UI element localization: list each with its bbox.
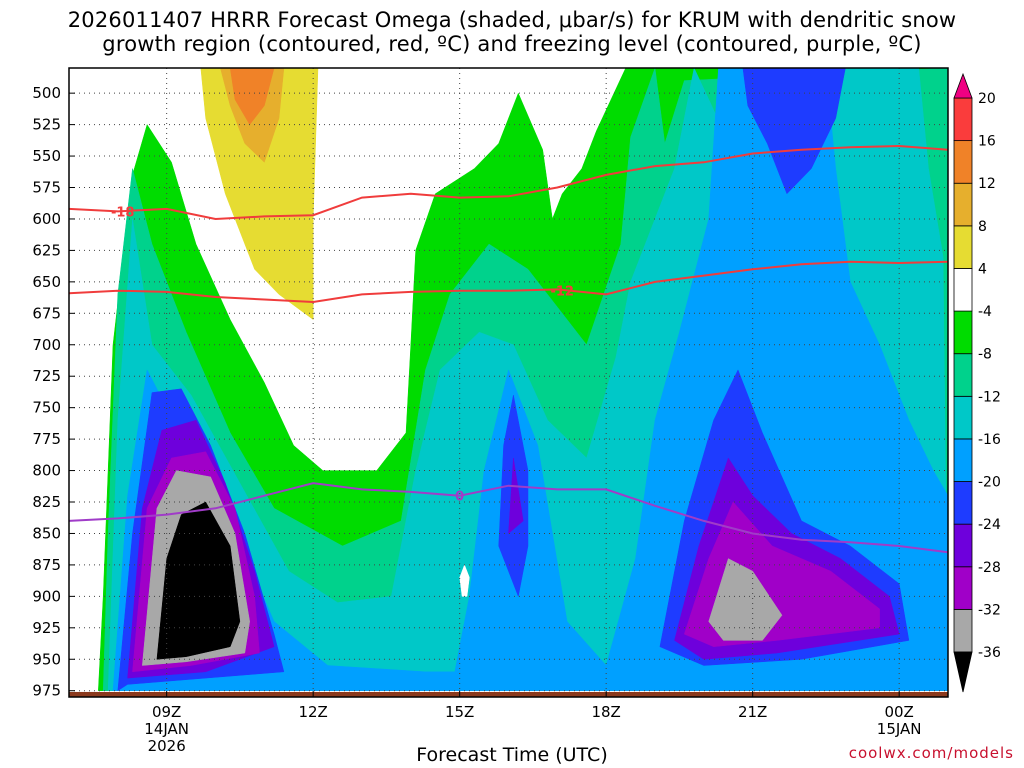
y-tick-label: 625 — [32, 241, 61, 259]
colorbar-label: 16 — [978, 134, 996, 150]
contour-label-0: -18 — [111, 205, 135, 220]
y-tick-label: 525 — [32, 116, 61, 134]
y-tick-label: 725 — [32, 367, 61, 385]
colorbar-label: -32 — [978, 602, 1001, 618]
colorbar-label: -16 — [978, 432, 1001, 448]
x-tick-label: 12Z — [298, 703, 327, 721]
colorbar-bin — [953, 268, 973, 312]
contour-line-0 — [69, 144, 948, 221]
colorbar-label: -28 — [978, 560, 1001, 576]
contour-line-2 — [69, 482, 948, 554]
y-tick-label: 550 — [32, 147, 61, 165]
colorbar-bin — [953, 395, 973, 440]
y-tick-label: 600 — [32, 210, 61, 228]
colorbar-bin — [953, 225, 973, 269]
y-tick-label: 775 — [32, 430, 61, 448]
colorbar-bin — [953, 566, 973, 610]
colorbar-bin — [953, 481, 973, 525]
colorbar-bin — [953, 608, 973, 653]
colorbar-bin — [953, 140, 973, 184]
contour-line-1 — [69, 260, 948, 304]
colorbar-bin — [953, 97, 973, 142]
colorbar-bin — [953, 310, 973, 355]
credit-link[interactable]: coolwx.com/models — [848, 744, 1014, 762]
y-tick-label: 975 — [32, 682, 61, 700]
colorbar-label: -36 — [978, 645, 1001, 661]
omega-region-16 — [200, 68, 319, 321]
omega-region-14 — [708, 558, 783, 641]
y-tick-label: 650 — [32, 273, 61, 291]
omega-region-19 — [459, 564, 470, 597]
colorbar-bin — [953, 182, 973, 227]
y-tick-label: 750 — [32, 399, 61, 417]
ground-band — [69, 691, 948, 697]
omega-region-9 — [508, 457, 524, 535]
colorbar-label: -8 — [978, 347, 992, 363]
colorbar-bin — [953, 523, 973, 568]
colorbar-label: -4 — [978, 304, 992, 320]
y-tick-label: 925 — [32, 619, 61, 637]
colorbar-label: -24 — [978, 517, 1001, 533]
x-tick-label: 18Z — [591, 703, 620, 721]
y-tick-label: 875 — [32, 556, 61, 574]
x-tick-label: 2026 — [148, 737, 186, 755]
y-tick-label: 500 — [32, 84, 61, 102]
plot-area: -18 -12 0 — [69, 68, 948, 697]
x-axis-label: Forecast Time (UTC) — [416, 744, 608, 766]
omega-region-18 — [229, 68, 275, 126]
x-tick-label: 15JAN — [877, 720, 922, 738]
chart-title-line1: 2026011407 HRRR Forecast Omega (shaded, … — [67, 8, 957, 32]
plot-frame — [68, 67, 949, 698]
colorbar: -36 -32 -28 -24 -20 -16 -12 -8 -4 4 8 12 16 20 — [953, 72, 1001, 693]
y-tick-label: 800 — [32, 462, 61, 480]
axes: 500 525 550 575 600 625 650 675 700 725 750 775 800 8… — [32, 67, 949, 755]
contour-label-1: -12 — [550, 285, 574, 300]
x-tick-label: 09Z — [152, 703, 181, 721]
colorbar-high-arrow — [953, 72, 973, 99]
x-tick-label: 00Z — [884, 703, 913, 721]
x-tick-label: 14JAN — [144, 720, 189, 738]
y-tick-label: 900 — [32, 587, 61, 605]
colorbar-bin — [953, 353, 973, 397]
y-tick-label: 825 — [32, 493, 61, 511]
colorbar-bin — [953, 438, 973, 482]
y-tick-label: 950 — [32, 650, 61, 668]
colorbar-label: -20 — [978, 475, 1001, 491]
y-tick-label: 850 — [32, 524, 61, 542]
x-tick-label: 15Z — [445, 703, 474, 721]
colorbar-label: 8 — [978, 219, 987, 235]
colorbar-low-arrow — [953, 651, 973, 693]
colorbar-label: 20 — [978, 91, 996, 107]
y-tick-label: 700 — [32, 336, 61, 354]
y-tick-label: 575 — [32, 179, 61, 197]
chart-title-line2: growth region (contoured, red, ºC) and f… — [102, 32, 922, 56]
colorbar-label: 12 — [978, 176, 996, 192]
omega-region-15 — [156, 501, 241, 660]
y-tick-label: 675 — [32, 304, 61, 322]
colorbar-label: 4 — [978, 261, 987, 277]
colorbar-label: -12 — [978, 389, 1001, 405]
shading-group: -18 -12 0 — [69, 68, 948, 697]
omega-region-7 — [742, 68, 846, 195]
contour-label-2: 0 — [455, 490, 464, 505]
x-tick-label: 21Z — [738, 703, 767, 721]
